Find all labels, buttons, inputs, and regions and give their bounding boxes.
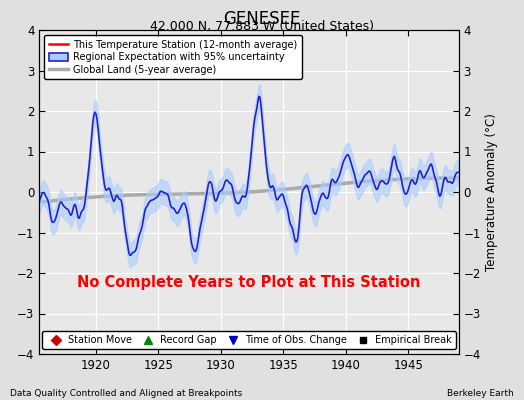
Text: Data Quality Controlled and Aligned at Breakpoints: Data Quality Controlled and Aligned at B… — [10, 389, 243, 398]
Text: 42.000 N, 77.883 W (United States): 42.000 N, 77.883 W (United States) — [150, 20, 374, 33]
Text: GENESEE: GENESEE — [223, 10, 301, 28]
Text: Berkeley Earth: Berkeley Earth — [447, 389, 514, 398]
Text: No Complete Years to Plot at This Station: No Complete Years to Plot at This Statio… — [77, 275, 421, 290]
Y-axis label: Temperature Anomaly (°C): Temperature Anomaly (°C) — [485, 113, 498, 271]
Legend: Station Move, Record Gap, Time of Obs. Change, Empirical Break: Station Move, Record Gap, Time of Obs. C… — [42, 331, 456, 349]
